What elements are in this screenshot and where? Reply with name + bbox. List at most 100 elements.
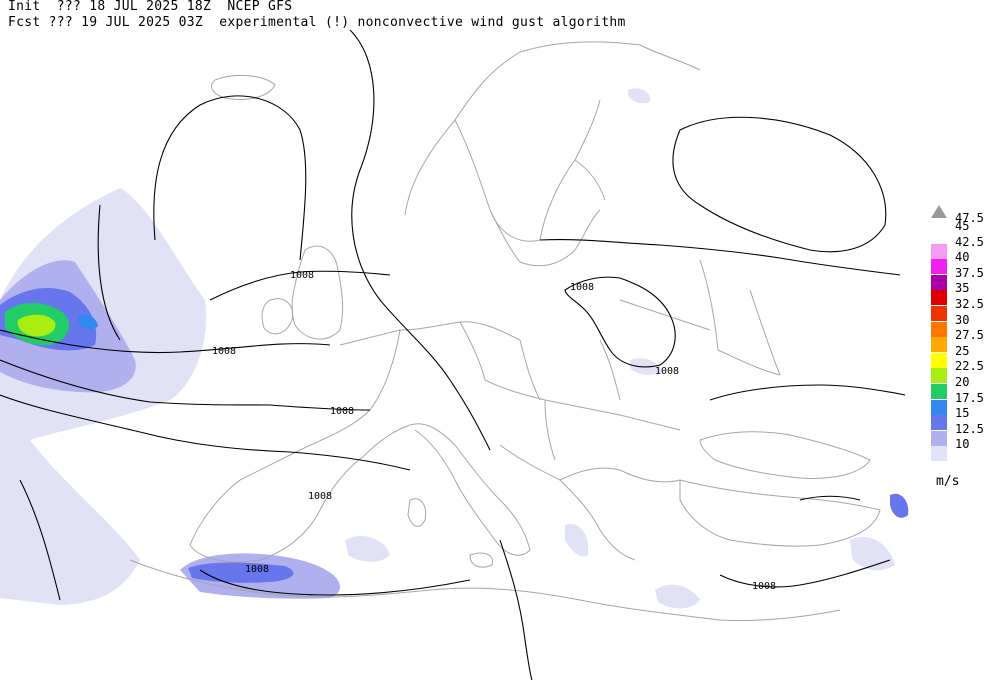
borders-central — [459, 321, 681, 461]
legend-level: 15 — [931, 406, 1000, 431]
legend-swatch — [931, 384, 947, 399]
legend-label: 27.5 — [955, 328, 984, 343]
legend-level: 45 — [931, 219, 1000, 243]
isobar-north-russia — [672, 116, 887, 253]
isobar-label: 1008 — [330, 406, 354, 417]
legend-label: 32.5 — [955, 297, 984, 311]
legend-level: 32.5 — [931, 297, 1000, 321]
gust-area-atlantic-22 — [17, 314, 56, 337]
isobar-labels: 1008 1008 1008 1008 1008 1008 1008 1008 — [212, 270, 776, 592]
isobar-aegean — [719, 559, 891, 588]
isobar-label: 1008 — [290, 270, 314, 281]
legend-top-label: 47.5 — [955, 211, 984, 225]
isobar-scandinavia — [349, 29, 491, 451]
isobar-azores — [0, 359, 371, 411]
init-time-line: Init ??? 18 JUL 2025 18Z NCEP GFS — [8, 0, 293, 14]
legend-level: 12.5 — [931, 422, 1000, 446]
isobar-turkey — [799, 495, 861, 501]
legend-swatch — [931, 337, 947, 353]
coast-baltic — [489, 159, 606, 267]
borders-east — [619, 259, 781, 376]
legend-swatch — [931, 430, 947, 446]
gust-area-levant — [890, 493, 909, 518]
gust-area-aegean — [565, 524, 589, 557]
legend-swatch — [931, 415, 947, 431]
isobars — [0, 29, 906, 680]
legend-level: 35 — [931, 281, 1000, 306]
legend-label: 12.5 — [955, 421, 984, 436]
legend-level: 20 — [931, 375, 1000, 399]
legend-swatch — [931, 228, 947, 243]
legend-swatch — [931, 446, 947, 462]
legend-swatch — [931, 399, 947, 415]
coast-scandinavia — [404, 41, 701, 242]
legend-swatch — [931, 259, 947, 275]
legend-level: 37.5 — [931, 266, 1000, 290]
coast-black-sea — [699, 431, 871, 479]
legend-swatch — [931, 290, 947, 306]
legend-label: 20 — [955, 375, 970, 389]
gust-fill-areas — [0, 88, 909, 609]
legend-swatch — [931, 243, 947, 259]
legend-swatch — [931, 368, 947, 384]
isobar-mediterranean — [199, 569, 471, 596]
legend-overflow-triangle — [931, 205, 947, 218]
isobar-west-atlantic — [0, 394, 411, 471]
isobar-label: 1008 — [245, 564, 269, 575]
legend-label: 40 — [955, 250, 970, 265]
legend-level: 40 — [931, 250, 1000, 275]
isobar-iberia — [19, 479, 61, 601]
isobar-uk-1008 — [209, 270, 391, 301]
legend-level: 27.5 — [931, 328, 1000, 353]
legend-label: 35 — [955, 281, 970, 296]
gust-area-atlantic-outer — [0, 188, 207, 603]
coast-ireland — [261, 298, 294, 335]
isobar-africa — [499, 539, 533, 680]
coast-north-africa — [129, 559, 841, 622]
isobar-label: 1008 — [308, 491, 332, 502]
legend-level: 42.5 — [931, 235, 1000, 259]
isobar-1008-atlantic — [0, 329, 331, 354]
legend-label: 25 — [955, 343, 970, 358]
legend-units: m/s — [936, 474, 960, 489]
isobar-black-sea — [709, 384, 906, 401]
legend-label: 45 — [955, 219, 970, 233]
legend-swatch — [931, 274, 947, 290]
gust-area-atlantic-core — [78, 314, 98, 330]
legend-label: 30 — [955, 312, 970, 327]
coast-italy — [409, 423, 531, 556]
legend-label: 17.5 — [955, 390, 984, 405]
coast-mainland-europe — [189, 321, 521, 563]
coastlines — [129, 41, 881, 622]
isobar-label: 1008 — [212, 346, 236, 357]
forecast-time-line: Fcst ??? 19 JUL 2025 03Z experimental (!… — [8, 15, 626, 30]
isobar-biscay — [97, 204, 121, 341]
legend-label: 37.5 — [955, 265, 984, 280]
coast-balkans — [499, 444, 681, 561]
coast-britain — [291, 245, 344, 340]
legend-label: 42.5 — [955, 234, 984, 249]
coast-iceland — [211, 75, 276, 100]
coast-sardinia — [407, 498, 427, 527]
legend-label: 15 — [955, 406, 970, 421]
isobar-east-europe — [539, 238, 901, 276]
legend-label: 10 — [955, 437, 970, 452]
legend-level: 25 — [931, 344, 1000, 368]
legend-label: 22.5 — [955, 359, 984, 374]
isobar-iceland-loop — [153, 95, 307, 261]
legend-level: 22.5 — [931, 359, 1000, 384]
coast-turkey — [679, 479, 881, 547]
gust-area-balearic — [345, 535, 390, 562]
gust-area-iberia-south — [0, 555, 130, 605]
legend-swatch — [931, 321, 947, 337]
legend-level: 10 — [931, 437, 1000, 462]
coast-sicily — [469, 552, 494, 568]
legend-swatch — [931, 352, 947, 368]
gust-area-ionian — [655, 584, 700, 609]
legend-level: 30 — [931, 313, 1000, 337]
isobar-label: 1008 — [570, 282, 594, 293]
isobar-ukraine-1008 — [564, 276, 676, 368]
isobar-label: 1008 — [655, 366, 679, 377]
legend-level: 17.5 — [931, 391, 1000, 415]
